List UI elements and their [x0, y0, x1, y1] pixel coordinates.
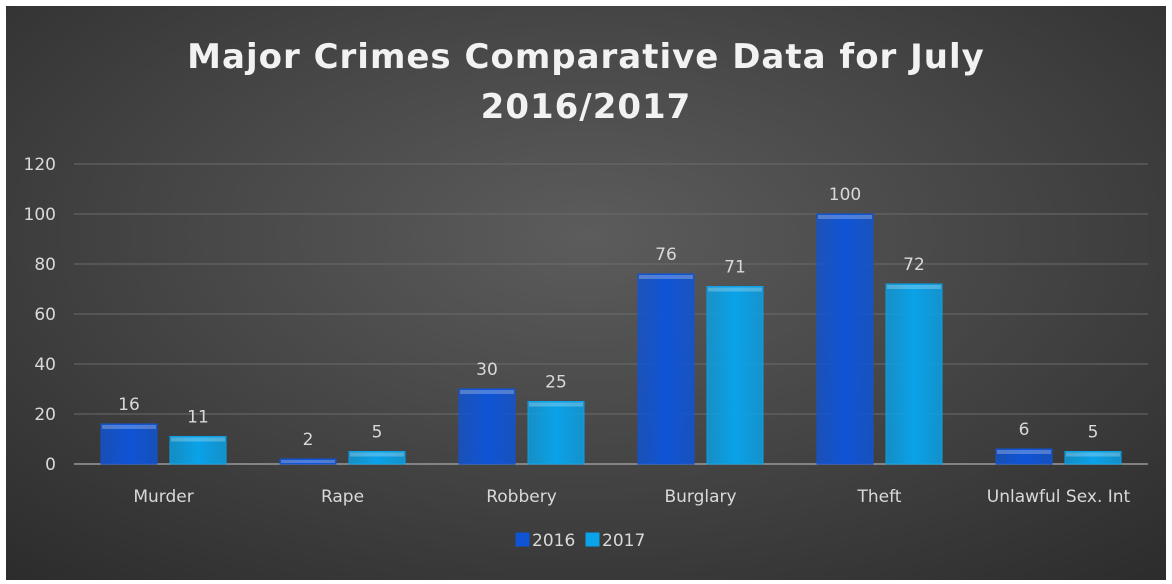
bar-2017-murder: [169, 436, 227, 465]
bar-highlight: [350, 452, 404, 457]
x-tick-label: Burglary: [664, 487, 736, 507]
bar-highlight: [171, 437, 225, 442]
bar-2017-rape: [348, 451, 406, 465]
y-tick-label: 80: [34, 255, 56, 275]
x-tick-label: Theft: [857, 487, 902, 507]
legend-label-2017: 2017: [602, 531, 645, 551]
y-tick-label: 20: [34, 405, 56, 425]
data-label: 76: [655, 245, 677, 265]
x-tick-label: Rape: [321, 487, 364, 507]
bar-highlight: [102, 425, 156, 429]
bar-2017-burglary: [706, 286, 764, 465]
data-label: 5: [1088, 423, 1099, 443]
legend-swatch-2017: [585, 532, 600, 547]
legend-label-2016: 2016: [532, 531, 575, 551]
chart-title: Major Crimes Comparative Data for July 2…: [187, 37, 985, 127]
bar-highlight: [460, 390, 514, 394]
data-label: 5: [372, 423, 383, 443]
bar-2016-rape: [279, 458, 337, 465]
y-tick-label: 100: [24, 205, 56, 225]
y-tick-label: 0: [45, 455, 56, 475]
data-label: 6: [1019, 420, 1030, 440]
bar-highlight: [997, 450, 1051, 454]
data-label: 30: [476, 360, 498, 380]
bar-2017-robbery: [527, 401, 585, 465]
y-tick-label: 120: [24, 155, 56, 175]
bar-2016-burglary: [637, 273, 695, 465]
bar-highlight: [887, 285, 941, 289]
bar-2016-theft: [816, 213, 874, 465]
data-label: 2: [303, 430, 314, 450]
bar-2016-unlawful-sex-int: [995, 448, 1053, 465]
x-tick-label: Unlawful Sex. Int: [987, 487, 1131, 507]
data-label: 16: [118, 395, 140, 415]
bar-highlight: [818, 215, 872, 219]
bar-highlight: [639, 275, 693, 279]
bar-highlight: [281, 460, 335, 463]
y-tick-label: 40: [34, 355, 56, 375]
bar-2016-murder: [100, 423, 158, 465]
data-label: 72: [903, 255, 925, 275]
x-tick-label: Murder: [133, 487, 193, 507]
bar-2017-unlawful-sex-int: [1064, 451, 1122, 465]
data-label: 25: [545, 373, 567, 393]
chart-area: Major Crimes Comparative Data for July 2…: [6, 6, 1166, 580]
bar-2016-robbery: [458, 388, 516, 465]
bar-2017-theft: [885, 283, 943, 465]
bar-highlight: [1066, 452, 1120, 457]
legend-swatch-2016: [515, 532, 530, 547]
y-tick-label: 60: [34, 305, 56, 325]
data-label: 71: [724, 258, 746, 278]
bar-highlight: [708, 287, 762, 292]
data-label: 11: [187, 408, 209, 428]
bar-highlight: [529, 402, 583, 407]
data-label: 100: [829, 185, 861, 205]
x-tick-label: Robbery: [486, 487, 557, 507]
